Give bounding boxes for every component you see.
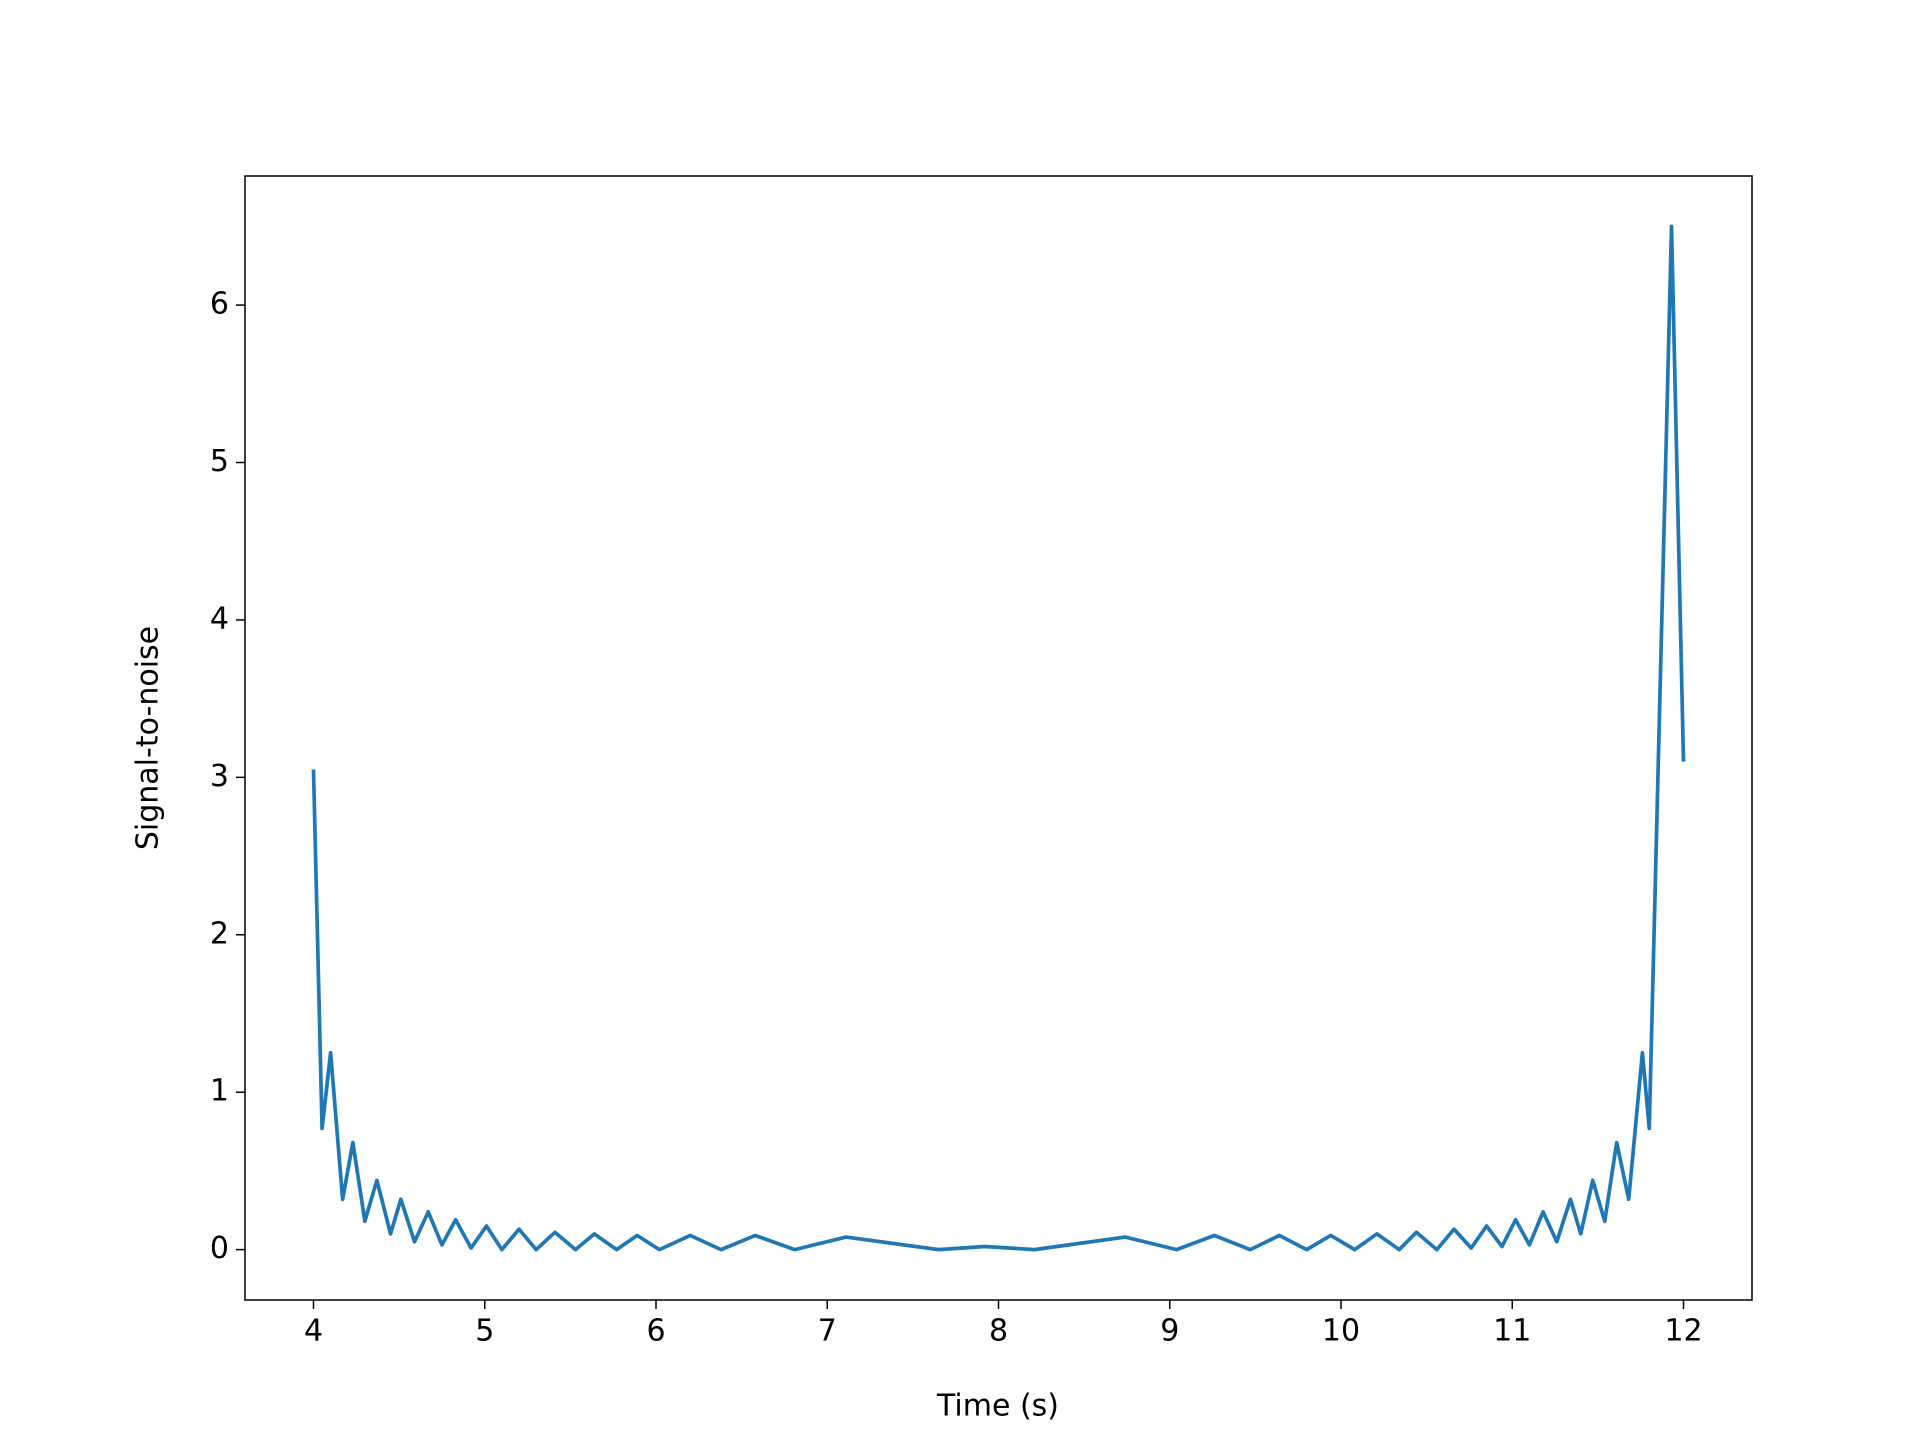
x-tick-label: 4 bbox=[304, 1314, 323, 1349]
y-tick-label: 4 bbox=[210, 601, 229, 636]
x-tick-label: 10 bbox=[1322, 1314, 1360, 1349]
y-tick-label: 6 bbox=[210, 287, 229, 322]
y-tick-label: 2 bbox=[210, 916, 229, 951]
x-tick-label: 9 bbox=[1160, 1314, 1179, 1349]
plot-frame bbox=[244, 175, 1753, 1301]
x-tick-label: 8 bbox=[989, 1314, 1008, 1349]
y-tick-label: 5 bbox=[210, 444, 229, 479]
x-tick-label: 7 bbox=[818, 1314, 837, 1349]
x-tick-label: 5 bbox=[475, 1314, 494, 1349]
y-tick-label: 3 bbox=[210, 759, 229, 794]
x-tick-label: 11 bbox=[1493, 1314, 1531, 1349]
y-tick-label: 0 bbox=[210, 1231, 229, 1266]
x-tick-label: 12 bbox=[1664, 1314, 1702, 1349]
data-line bbox=[311, 224, 1686, 1252]
y-tick-label: 1 bbox=[210, 1074, 229, 1109]
x-tick-label: 6 bbox=[646, 1314, 665, 1349]
x-axis-label: Time (s) bbox=[936, 1389, 1059, 1424]
y-axis-label: Signal-to-noise bbox=[131, 626, 166, 850]
